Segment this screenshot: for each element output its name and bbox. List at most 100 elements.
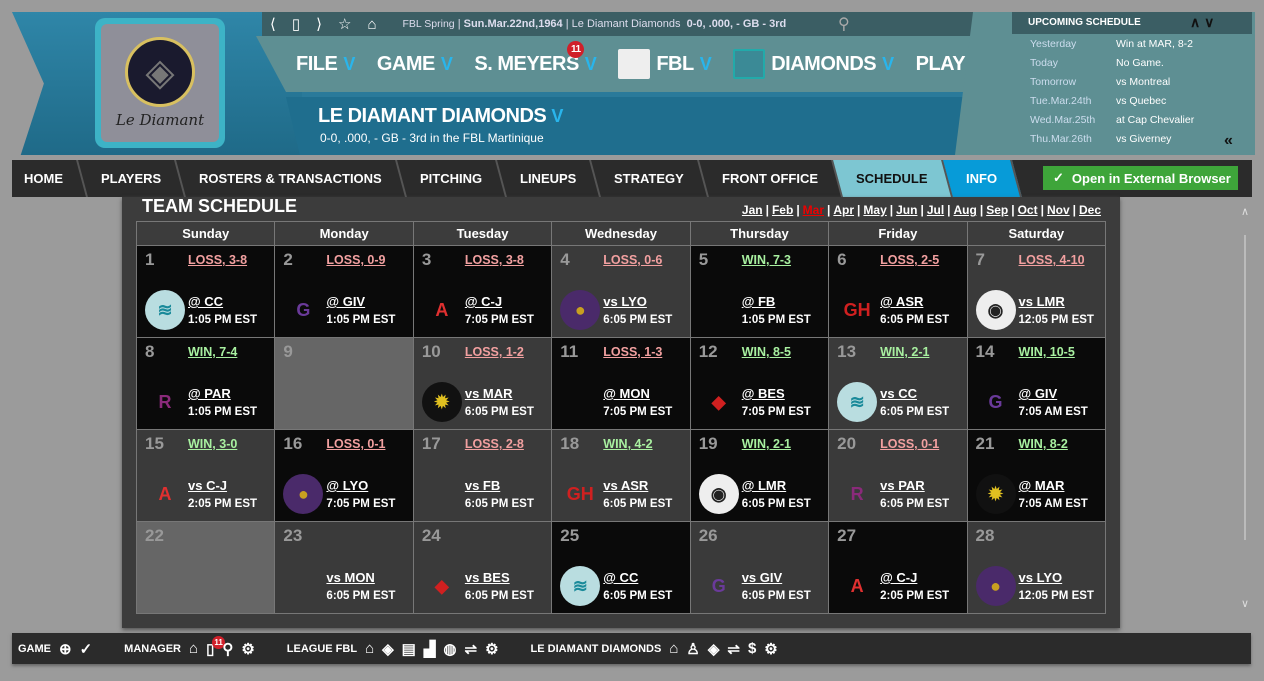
month-link-jan[interactable]: Jan (741, 203, 763, 217)
calendar-day[interactable]: 2 LOSS, 0-9 G @ GIV 1:05 PM EST (274, 245, 414, 338)
calendar-day[interactable]: 19 WIN, 2-1 ◉ @ LMR 6:05 PM EST (689, 429, 830, 522)
game-result-link[interactable]: LOSS, 0-6 (603, 253, 663, 267)
open-external-browser-button[interactable]: ✓ Open in External Browser (1043, 166, 1238, 190)
calendar-day[interactable]: 9 (274, 337, 414, 430)
opponent-link[interactable]: vs GIV (741, 570, 783, 585)
game-result-link[interactable]: LOSS, 2-5 (880, 253, 940, 267)
game-result-link[interactable]: LOSS, 3-8 (464, 253, 524, 267)
game-result-link[interactable]: WIN, 4-2 (603, 437, 653, 451)
calendar-day[interactable]: 7 LOSS, 4-10 ◉ vs LMR 12:05 PM EST (966, 245, 1107, 338)
calendar-day[interactable]: 27 A @ C-J 2:05 PM EST (828, 521, 968, 614)
opponent-link[interactable]: @ CC (188, 294, 224, 309)
opponent-link[interactable]: vs C-J (188, 478, 228, 493)
opponent-link[interactable]: @ CC (603, 570, 639, 585)
game-result-link[interactable]: WIN, 2-1 (880, 345, 930, 359)
month-link-apr[interactable]: Apr (833, 203, 855, 217)
menu-manager[interactable]: S. MEYERS 11 V (474, 40, 597, 76)
month-link-mar[interactable]: Mar (802, 203, 825, 217)
calendar-day[interactable]: 13 WIN, 2-1 ≋ vs CC 6:05 PM EST (828, 337, 968, 430)
calendar-day[interactable]: 12 WIN, 8-5 ◆ @ BES 7:05 PM EST (689, 337, 830, 430)
opponent-link[interactable]: @ LMR (741, 478, 787, 493)
stats-icon[interactable]: ▟ (423, 640, 436, 658)
month-link-oct[interactable]: Oct (1017, 203, 1038, 217)
location-icon[interactable]: ◈ (382, 640, 394, 658)
tab-info[interactable]: INFO (942, 160, 1022, 197)
calendar-day[interactable]: 11 LOSS, 1-3 @ MON 7:05 PM EST (551, 337, 691, 430)
opponent-link[interactable]: vs BES (464, 570, 510, 585)
opponent-link[interactable]: vs ASR (603, 478, 649, 493)
month-link-sep[interactable]: Sep (986, 203, 1009, 217)
calendar-day[interactable]: 17 LOSS, 2-8 vs FB 6:05 PM EST (412, 429, 553, 522)
tab-schedule[interactable]: SCHEDULE (833, 160, 953, 197)
roster-icon[interactable]: ♙ (686, 640, 700, 658)
news-icon[interactable]: ▤ (401, 640, 416, 658)
transactions-icon[interactable]: ⇌ (727, 640, 740, 658)
tab-lineups[interactable]: LINEUPS (497, 160, 602, 197)
calendar-day[interactable]: 22 (135, 521, 276, 614)
opponent-link[interactable]: vs CC (880, 386, 917, 401)
calendar-day[interactable]: 6 LOSS, 2-5 GH @ ASR 6:05 PM EST (828, 245, 968, 338)
menu-file[interactable]: FILE V (296, 52, 355, 75)
month-link-aug[interactable]: Aug (953, 203, 977, 217)
month-link-jun[interactable]: Jun (896, 203, 918, 217)
game-result-link[interactable]: WIN, 3-0 (188, 437, 238, 451)
calendar-day[interactable]: 24 ◆ vs BES 6:05 PM EST (412, 521, 553, 614)
check-icon[interactable]: ✓ (79, 640, 93, 658)
game-result-link[interactable]: WIN, 7-4 (188, 345, 238, 359)
opponent-link[interactable]: vs MAR (464, 386, 513, 401)
home-icon[interactable]: ⌂ (189, 640, 199, 657)
opponent-link[interactable]: @ PAR (188, 386, 231, 401)
calendar-day[interactable]: 21 WIN, 8-2 ✹ @ MAR 7:05 AM EST (966, 429, 1107, 522)
opponent-link[interactable]: @ BES (741, 386, 785, 401)
location-icon[interactable]: ◈ (707, 640, 720, 658)
window-icon[interactable]: ▯ (291, 16, 301, 33)
opponent-link[interactable]: @ LYO (326, 478, 369, 493)
gear-icon[interactable]: ⚙ (485, 640, 499, 658)
calendar-day[interactable]: 16 LOSS, 0-1 ● @ LYO 7:05 PM EST (274, 429, 414, 522)
home-icon[interactable]: ⌂ (669, 640, 679, 657)
calendar-day[interactable]: 14 WIN, 10-5 G @ GIV 7:05 AM EST (966, 337, 1107, 430)
opponent-link[interactable]: @ MAR (1018, 478, 1065, 493)
month-link-nov[interactable]: Nov (1046, 203, 1070, 217)
collapse-icon[interactable]: « (1224, 132, 1233, 149)
calendar-day[interactable]: 8 WIN, 7-4 R @ PAR 1:05 PM EST (135, 337, 276, 430)
calendar-day[interactable]: 5 WIN, 7-3 @ FB 1:05 PM EST (689, 245, 830, 338)
tab-strategy[interactable]: STRATEGY (591, 160, 710, 197)
game-result-link[interactable]: WIN, 10-5 (1018, 345, 1075, 359)
team-title[interactable]: LE DIAMANT DIAMONDS V (318, 105, 563, 127)
back-icon[interactable]: ⟨ (270, 16, 276, 33)
menu-game[interactable]: GAME V (376, 52, 453, 75)
game-result-link[interactable]: LOSS, 1-2 (464, 345, 524, 359)
menu-team[interactable]: DIAMONDS V (733, 49, 894, 79)
transactions-icon[interactable]: ⇌ (464, 640, 478, 658)
game-result-link[interactable]: LOSS, 0-1 (880, 437, 940, 451)
month-link-feb[interactable]: Feb (771, 203, 794, 217)
up-down-arrows-icon[interactable]: ∧ ∨ (1190, 14, 1215, 30)
opponent-link[interactable]: vs LYO (603, 294, 647, 309)
game-result-link[interactable]: WIN, 8-5 (741, 345, 792, 359)
team-logo[interactable]: ◈ Le Diamant (95, 18, 225, 148)
mail-icon[interactable]: ▯ 11 (206, 635, 226, 658)
opponent-link[interactable]: @ C-J (880, 570, 918, 585)
tab-rosters-transactions[interactable]: ROSTERS & TRANSACTIONS (176, 160, 407, 197)
opponent-link[interactable]: @ C-J (464, 294, 503, 309)
scrollbar[interactable]: ∧ ∨ (1238, 205, 1252, 610)
game-result-link[interactable]: LOSS, 2-8 (464, 437, 524, 451)
game-result-link[interactable]: WIN, 8-2 (1018, 437, 1068, 451)
game-result-link[interactable]: WIN, 2-1 (741, 437, 792, 451)
calendar-day[interactable]: 28 ● vs LYO 12:05 PM EST (966, 521, 1107, 614)
tab-home[interactable]: HOME (1, 160, 88, 197)
gear-icon[interactable]: ⚙ (764, 640, 778, 658)
calendar-day[interactable]: 4 LOSS, 0-6 ● vs LYO 6:05 PM EST (551, 245, 691, 338)
search-icon[interactable]: ⚲ (838, 16, 850, 33)
month-link-may[interactable]: May (863, 203, 887, 217)
opponent-link[interactable]: vs LMR (1018, 294, 1065, 309)
forward-icon[interactable]: ⟩ (316, 16, 322, 33)
opponent-link[interactable]: @ GIV (326, 294, 366, 309)
calendar-day[interactable]: 3 LOSS, 3-8 A @ C-J 7:05 PM EST (412, 245, 553, 338)
baseball-icon[interactable]: ◍ (443, 640, 457, 658)
globe-icon[interactable]: ⊕ (59, 640, 72, 658)
